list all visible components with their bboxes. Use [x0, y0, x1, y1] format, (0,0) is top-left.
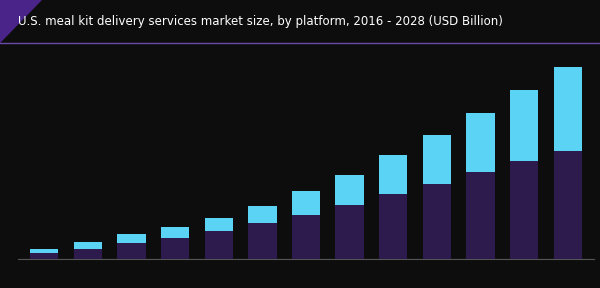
Bar — [248, 206, 277, 223]
Bar — [117, 243, 146, 259]
Bar — [379, 194, 407, 259]
Bar — [510, 161, 538, 259]
Bar — [554, 67, 582, 151]
Bar — [466, 113, 495, 172]
Bar — [248, 223, 277, 259]
Bar — [292, 191, 320, 215]
Bar — [74, 249, 102, 259]
Bar — [161, 238, 189, 259]
Bar — [510, 90, 538, 161]
Text: U.S. meal kit delivery services market size, by platform, 2016 - 2028 (USD Billi: U.S. meal kit delivery services market s… — [18, 15, 503, 28]
Bar — [30, 253, 58, 259]
Bar — [423, 183, 451, 259]
Bar — [335, 205, 364, 259]
Bar — [161, 227, 189, 238]
Bar — [205, 217, 233, 231]
Bar — [554, 151, 582, 259]
Bar — [74, 242, 102, 249]
Bar — [205, 231, 233, 259]
Bar — [379, 156, 407, 194]
Bar — [335, 175, 364, 205]
Bar — [423, 135, 451, 183]
Bar — [117, 234, 146, 243]
Bar — [292, 215, 320, 259]
Polygon shape — [0, 0, 42, 43]
Bar — [30, 249, 58, 253]
Bar — [466, 172, 495, 259]
